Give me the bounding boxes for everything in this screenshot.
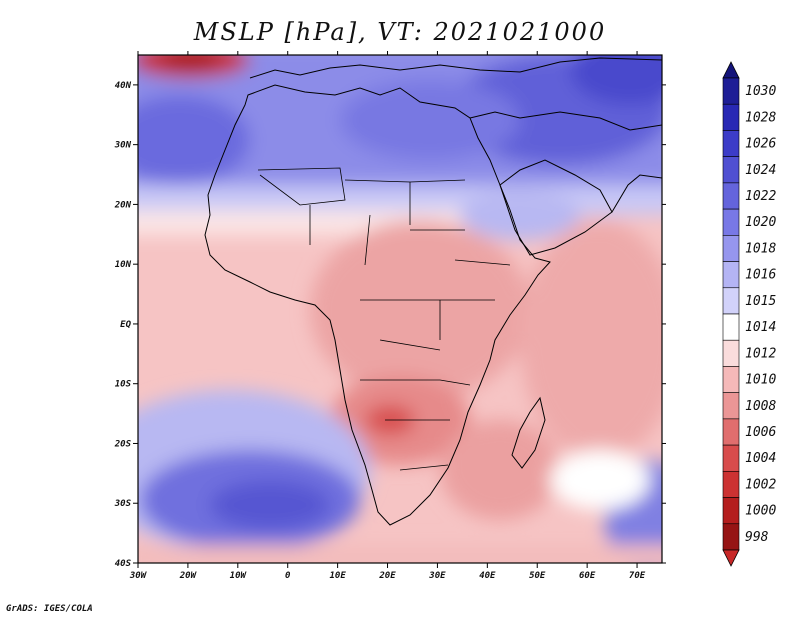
lon-tick-label: 60E [579,571,596,581]
colorbar-swatch [722,208,740,236]
colorbar-top-arrow [722,61,740,79]
colorbar-level-label: 1008 [745,399,776,414]
colorbar-level-label: 1002 [745,477,776,492]
lon-tick-label: 70E [629,571,646,581]
colorbar-level-label: 1006 [745,425,776,440]
lat-tick-label: 30N [114,141,132,151]
colorbar-level-label: 1018 [745,241,776,256]
lon-tick-label: 0 [285,571,291,581]
colorbar-bottom-arrow [722,549,740,567]
colorbar-swatch [722,471,740,498]
map-frame [137,54,663,564]
colorbar-swatch [722,156,740,184]
colorbar-level-label: 1014 [745,320,776,335]
lon-tick-label: 40E [479,571,496,581]
colorbar-level-label: 1000 [745,504,776,519]
colorbar-level-label: 1026 [745,137,776,152]
lon-tick-label: 10E [329,571,346,581]
colorbar-swatch [722,366,740,393]
lon-tick-label: 20W [179,571,198,581]
colorbar-swatch [722,444,740,472]
country-borders [257,167,511,471]
lat-tick-label: 10S [115,380,132,390]
map-title: MSLP [hPa], VT: 2021021000 [193,18,607,46]
colorbar-level-label: 1004 [745,451,776,466]
colorbar-swatch [722,261,740,289]
colorbar-swatch [722,235,740,262]
colorbar: 1030 1028 1026 1024 1022 1020 1018 1016 1015 1014… [722,61,776,567]
lat-tick-label: 10N [115,260,132,270]
lat-tick-label: EQ [120,320,131,330]
lon-tick-label: 10W [230,571,248,581]
colorbar-swatch [722,287,740,315]
lon-tick-label: 30W [129,571,148,581]
colorbar-level-label: 1016 [745,268,776,283]
colorbar-level-label: 1015 [745,294,776,309]
longitude-axis: 30W 20W 10W 0 10E 20E 30E 40E 50E 60E 70E [129,51,646,581]
lat-tick-label: 40N [115,81,132,91]
colorbar-level-label: 1012 [745,346,776,361]
pressure-field [138,55,662,563]
colorbar-level-label: 1010 [745,373,776,388]
credit-label: GrADS: IGES/COLA [6,604,93,614]
colorbar-swatch [722,339,740,367]
lat-tick-label: 20S [114,439,132,449]
lon-tick-label: 30E [428,571,446,581]
colorbar-level-label: 1030 [745,84,776,99]
colorbar-swatch [722,523,740,551]
latitude-axis: 40S 30S 20S 10S EQ 10N 20N 30N 40N [114,81,666,569]
colorbar-level-label: 998 [745,530,769,545]
asia-coastline [469,111,662,131]
colorbar-swatch [722,313,740,341]
africa-coastline [204,84,551,526]
colorbar-swatch [722,497,740,525]
colorbar-swatch [722,392,740,420]
colorbar-level-label: 1020 [745,215,776,230]
colorbar-swatch [722,418,740,446]
lat-tick-label: 40S [115,559,132,569]
colorbar-swatch [722,130,740,157]
madagascar-coastline [511,396,546,469]
coastlines [204,57,662,526]
india-coastline [611,174,662,213]
colorbar-level-label: 1028 [745,110,776,125]
lon-tick-label: 20E [378,571,396,581]
colorbar-swatch [722,103,740,131]
colorbar-level-label: 1022 [745,189,776,204]
lat-tick-label: 20N [114,200,132,210]
lon-tick-label: 50E [529,571,546,581]
europe-coastline [249,57,662,79]
colorbar-swatch [722,77,740,105]
colorbar-swatch [722,182,740,210]
colorbar-level-label: 1024 [745,163,776,178]
lat-tick-label: 30S [114,499,132,509]
